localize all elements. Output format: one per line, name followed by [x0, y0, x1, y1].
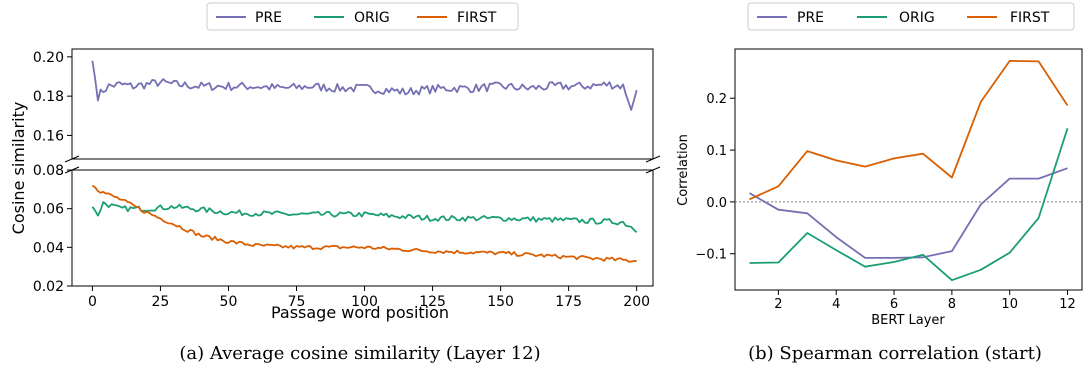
legend-a-frame [206, 2, 519, 31]
panel-a-top-y-tick-label: 0.16 [33, 128, 64, 144]
legend-a-label-orig: ORIG [354, 10, 390, 26]
panel-b-ticks: 2 4 6 8 10 12 −0.1 0.0 0.1 0.2 [695, 92, 1075, 312]
series-line-first [91, 184, 637, 263]
panel-b-x-tick-label: 2 [774, 297, 782, 312]
panel-a-x-tick-label: 100 [351, 294, 378, 310]
series-line-first [749, 60, 1069, 201]
panel-a-x-tick-label: 200 [623, 294, 650, 310]
panel-b-y-tick-label: 0.0 [706, 196, 727, 211]
series-line-orig [91, 201, 638, 233]
axis-break-mark-right-bottom [645, 166, 661, 174]
panel-a-x-tick-label: 0 [88, 294, 97, 310]
panel-b-caption: (b) Spearman correlation (start) [748, 343, 1042, 364]
panel-a-bottom-y-tick-label: 0.02 [33, 279, 64, 295]
panel-a-top-y-tick-label: 0.20 [33, 50, 64, 66]
panel-b-y-tick-label: 0.2 [706, 92, 727, 107]
panel-b-x-tick-label: 8 [948, 297, 956, 312]
series-line-orig [749, 128, 1069, 282]
panel-a-xlabel: Passage word position [271, 303, 449, 322]
panel-a-top-y-tick-label: 0.18 [33, 89, 64, 105]
panel-a-top-axes-frame [71, 48, 654, 160]
panel-a-ticks: 0 25 50 75 100 125 150 175 200 0.16 0.18 0.20 0.02 0.… [33, 50, 650, 310]
panel-a-x-tick-label: 75 [288, 294, 306, 310]
legend-b-label-first: FIRST [1010, 10, 1050, 26]
panel-a-bottom-axes-frame [71, 169, 654, 287]
panel-b-x-tick-label: 6 [890, 297, 898, 312]
series-line-pre [91, 60, 638, 111]
panel-a-x-tick-label: 25 [152, 294, 170, 310]
panel-b-xlabel: BERT Layer [871, 313, 945, 328]
legend-a-label-first: FIRST [457, 10, 497, 26]
legend-b-label-pre: PRE [797, 10, 824, 26]
panel-b-ylabel: Correlation [676, 134, 691, 206]
panel-b-y-tick-label: −0.1 [695, 248, 727, 263]
axis-break-mark-right-top [645, 155, 661, 163]
legend-b: PRE ORIG FIRST [747, 2, 1075, 31]
legend-a: PRE ORIG FIRST [206, 2, 519, 31]
axis-break-mark-left-top [64, 155, 80, 163]
panel-a-bottom-y-tick-label: 0.06 [33, 202, 64, 218]
panel-b-axes-frame [734, 48, 1083, 291]
panel-b-x-tick-label: 12 [1059, 297, 1076, 312]
panel-b-y-tick-label: 0.1 [706, 144, 727, 159]
panel-b-x-tick-label: 10 [1001, 297, 1018, 312]
panel-a-x-tick-label: 175 [555, 294, 582, 310]
panel-b: 2 4 6 8 10 12 −0.1 0.0 0.1 0.2 BERT Layer Correla… [676, 48, 1083, 364]
panel-a-x-tick-label: 50 [220, 294, 238, 310]
panel-a-x-tick-label: 150 [487, 294, 514, 310]
panel-a-ylabel: Cosine similarity [9, 102, 28, 235]
panel-a: 0 25 50 75 100 125 150 175 200 0.16 0.18 0.20 0.02 0.… [9, 48, 661, 364]
panel-a-caption: (a) Average cosine similarity (Layer 12) [179, 343, 540, 364]
panel-b-series [735, 60, 1082, 282]
panel-a-x-tick-label: 125 [419, 294, 446, 310]
legend-b-frame [747, 2, 1075, 31]
legend-a-label-pre: PRE [255, 10, 282, 26]
legend-b-label-orig: ORIG [899, 10, 935, 26]
panel-a-series [91, 60, 638, 263]
panel-a-bottom-y-tick-label: 0.04 [33, 240, 64, 256]
panel-a-bottom-y-tick-label: 0.08 [33, 163, 64, 179]
panel-b-x-tick-label: 4 [832, 297, 840, 312]
